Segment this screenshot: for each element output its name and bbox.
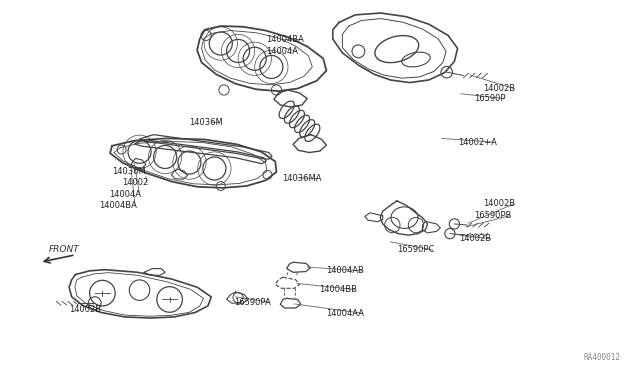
Text: 16590P: 16590P (474, 94, 505, 103)
Text: FRONT: FRONT (49, 245, 79, 254)
Text: RA400012: RA400012 (584, 353, 621, 362)
Text: 14002B: 14002B (483, 84, 515, 93)
Text: 14004BB: 14004BB (319, 285, 356, 294)
Text: 14036MA: 14036MA (282, 174, 321, 183)
Text: 14036M: 14036M (112, 167, 146, 176)
Text: 14002B: 14002B (69, 305, 101, 314)
Text: 14002: 14002 (122, 178, 148, 187)
Text: 14036M: 14036M (189, 118, 223, 127)
Text: 14004AB: 14004AB (326, 266, 364, 275)
Text: 14004AA: 14004AA (326, 309, 364, 318)
Text: 14002+A: 14002+A (458, 138, 497, 147)
Text: 14002B: 14002B (460, 234, 492, 243)
Text: 14004BA: 14004BA (266, 35, 303, 44)
Text: 14004A: 14004A (109, 190, 141, 199)
Text: 14002B: 14002B (483, 199, 515, 208)
Text: 14004A: 14004A (266, 47, 298, 56)
Text: 16590PA: 16590PA (234, 298, 270, 307)
Text: 16590PB: 16590PB (474, 211, 511, 220)
Text: 14004BA: 14004BA (99, 201, 137, 210)
Text: 16590PC: 16590PC (397, 246, 434, 254)
